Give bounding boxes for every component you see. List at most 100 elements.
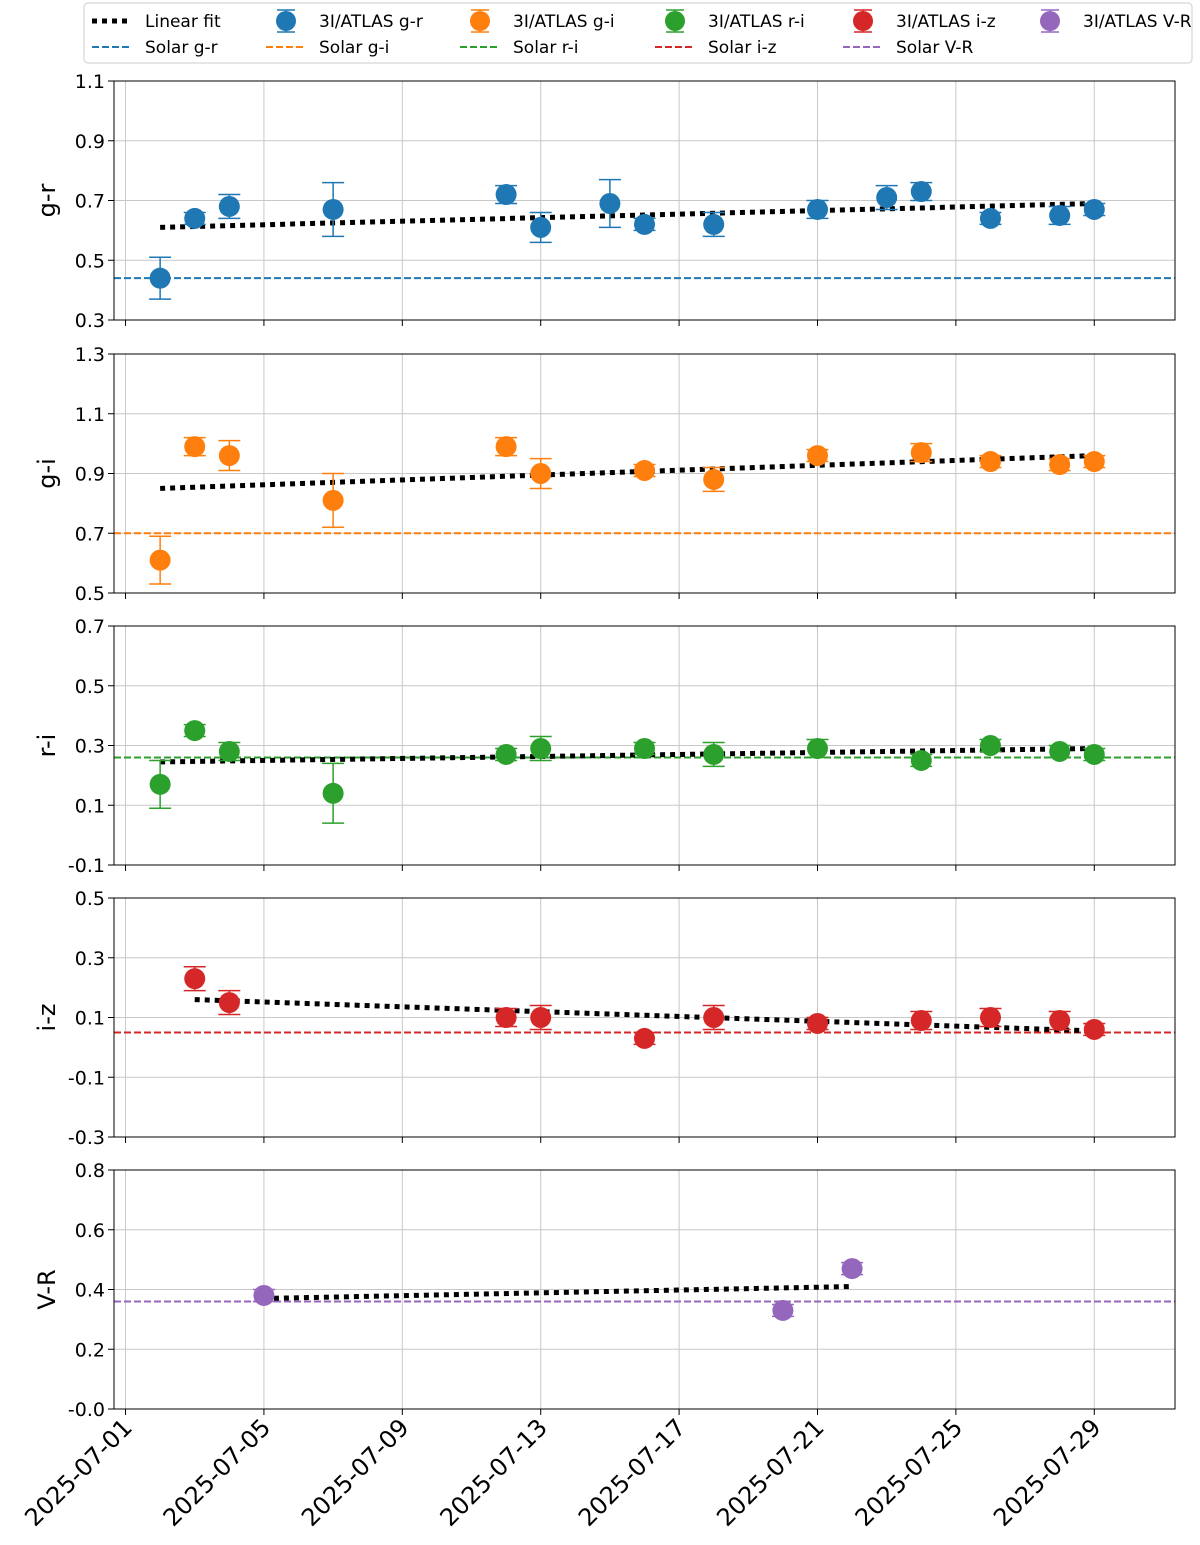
marker [149, 773, 171, 795]
marker [218, 992, 240, 1014]
x-tick-label: 2025-07-01 [19, 1413, 137, 1531]
y-tick-label: 0.1 [75, 795, 105, 817]
x-tick-label: 2025-07-05 [158, 1413, 276, 1531]
x-tick-label: 2025-07-29 [988, 1413, 1106, 1531]
data-point [529, 1004, 552, 1031]
data-point [183, 720, 206, 742]
marker [806, 445, 828, 467]
data-point [529, 211, 552, 244]
legend-marker [665, 11, 685, 31]
y-tick-label: 0.9 [75, 464, 105, 486]
marker [1049, 740, 1071, 762]
marker [910, 442, 932, 464]
y-axis-label: i-z [33, 1004, 61, 1032]
y-tick-label: 0.7 [75, 191, 105, 213]
data-point [702, 211, 725, 238]
data-point [322, 762, 345, 824]
y-tick-label: 0.2 [75, 1339, 105, 1361]
data-point [841, 1258, 864, 1280]
x-tick-label: 2025-07-21 [711, 1413, 829, 1531]
data-point [1083, 1018, 1106, 1040]
data-point [979, 735, 1002, 756]
y-axis-label: r-i [33, 734, 61, 758]
legend-marker [1040, 11, 1060, 31]
marker [841, 1258, 863, 1280]
marker [979, 1007, 1001, 1028]
marker [634, 1027, 655, 1049]
data-point [252, 1284, 275, 1306]
legend-label: Solar r-i [513, 38, 579, 58]
marker [184, 436, 206, 458]
y-tick-label: -0.1 [68, 1067, 105, 1089]
legend-entry: 3I/ATLAS V-R [1040, 9, 1192, 33]
x-tick-label: 2025-07-25 [850, 1413, 968, 1531]
marker [910, 749, 932, 771]
marker [806, 198, 828, 220]
fit-line [160, 745, 1095, 765]
legend-label: Linear fit [145, 12, 221, 32]
y-tick-label: 0.3 [75, 736, 105, 758]
fit-line [263, 1284, 853, 1301]
y-tick-label: -0.0 [68, 1399, 105, 1421]
y-tick-label: 0.4 [75, 1280, 105, 1302]
marker [530, 1007, 552, 1028]
data-point [875, 184, 898, 211]
legend-label: 3I/ATLAS g-i [513, 12, 615, 32]
y-tick-label: 0.5 [75, 888, 105, 910]
marker [1049, 454, 1071, 476]
data-point [702, 741, 725, 768]
marker [703, 743, 725, 765]
data-point [979, 207, 1002, 229]
y-axis-label: g-r [33, 183, 61, 217]
data-point [495, 1007, 518, 1028]
data-point [806, 198, 829, 220]
panel-i-z: -0.3 -0.1 0.1 0.3 0.5 i-z [33, 888, 1176, 1149]
legend-marker [853, 11, 873, 31]
panels: 0.3 0.5 0.7 0.9 1.1 g-r 0.5 0.7 0.9 1.1 1.3 g-i -0.1… [33, 71, 1176, 1421]
y-tick-label: 0.6 [75, 1220, 105, 1242]
y-axis-label: g-i [33, 458, 61, 489]
legend-label: Solar V-R [896, 38, 973, 58]
data-point [218, 193, 241, 220]
data-point [633, 1027, 656, 1049]
legend-marker [470, 11, 490, 31]
data-point [495, 436, 518, 458]
data-point [218, 439, 241, 472]
marker [634, 213, 655, 235]
panel-V-R: -0.0 0.2 0.4 0.6 0.8 V-R [33, 1160, 1176, 1421]
fit-line [194, 997, 1095, 1034]
data-point [529, 735, 552, 762]
data-point [149, 256, 172, 300]
legend-marker [276, 11, 296, 31]
data-point [633, 737, 656, 759]
x-tick-label: 2025-07-09 [296, 1413, 414, 1531]
data-point [149, 535, 172, 585]
y-tick-label: 0.5 [75, 583, 105, 605]
legend-entry: 3I/ATLAS g-i [470, 9, 615, 33]
data-point [598, 178, 621, 229]
marker [1083, 451, 1105, 473]
legend-entry: Linear fit [92, 12, 221, 32]
fit-line [160, 200, 1095, 230]
data-point [806, 1012, 829, 1034]
y-axis-label: V-R [33, 1269, 61, 1309]
data-point [1083, 451, 1106, 473]
data-point [979, 1007, 1002, 1028]
data-point [806, 445, 829, 467]
marker [149, 267, 171, 289]
data-point [979, 451, 1002, 473]
legend-entry: Solar V-R [843, 38, 973, 58]
legend-label: 3I/ATLAS g-r [319, 12, 423, 32]
data-point [702, 1004, 725, 1031]
data-point [1048, 740, 1071, 762]
data-point [183, 965, 206, 992]
marker [1083, 198, 1105, 220]
data-point [910, 1009, 933, 1031]
marker [495, 1007, 517, 1028]
marker [634, 737, 655, 759]
marker [634, 460, 655, 482]
marker [979, 735, 1001, 756]
marker [184, 720, 206, 742]
panel-g-r: 0.3 0.5 0.7 0.9 1.1 g-r [33, 71, 1176, 332]
data-point [322, 181, 345, 238]
